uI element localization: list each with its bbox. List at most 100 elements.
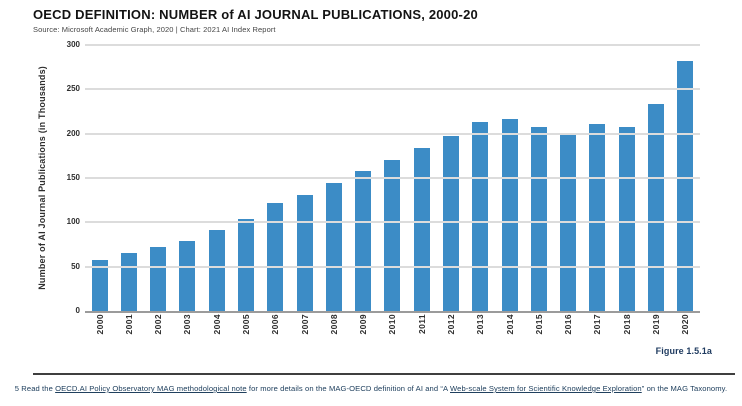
x-tick-2017: 2017 (592, 314, 603, 335)
x-tick-slot-2006: 2006 (261, 314, 290, 348)
bar-2000 (91, 259, 108, 311)
bar-slot-2020 (671, 45, 700, 311)
x-tick-2001: 2001 (123, 314, 134, 335)
figure-label: Figure 1.5.1a (655, 346, 712, 356)
plot-area (85, 44, 700, 313)
x-tick-slot-2009: 2009 (349, 314, 378, 348)
bar-2018 (618, 126, 635, 311)
x-tick-slot-2010: 2010 (378, 314, 407, 348)
y-tick-200: 200 (66, 128, 80, 138)
gridline-200 (85, 132, 700, 135)
y-tick-300: 300 (66, 40, 80, 49)
bar-2007 (296, 194, 313, 311)
bar-2005 (238, 218, 255, 311)
x-tick-slot-2005: 2005 (231, 314, 260, 348)
x-tick-2005: 2005 (241, 314, 252, 335)
bar-slot-2003 (173, 45, 202, 311)
bar-2003 (179, 240, 196, 311)
bar-slot-2011 (407, 45, 436, 311)
bar-2015 (530, 127, 547, 311)
bar-slot-2018 (612, 45, 641, 311)
x-tick-slot-2016: 2016 (554, 314, 583, 348)
bar-slot-2019 (641, 45, 670, 311)
y-axis-title-text: Number of AI Journal Publications (in Th… (37, 66, 47, 290)
x-tick-2013: 2013 (475, 314, 486, 335)
footnote: 5 Read the OECD.AI Policy Observatory MA… (0, 384, 742, 393)
footnote-divider (33, 373, 735, 375)
y-tick-0: 0 (75, 306, 80, 315)
x-tick-2002: 2002 (153, 314, 164, 335)
x-tick-slot-2020: 2020 (671, 314, 700, 348)
bar-slot-2014 (495, 45, 524, 311)
x-tick-2007: 2007 (299, 314, 310, 335)
bar-2010 (384, 160, 401, 311)
x-tick-slot-2004: 2004 (202, 314, 231, 348)
page-title: OECD DEFINITION: NUMBER of AI JOURNAL PU… (33, 7, 478, 22)
bar-2020 (677, 60, 694, 311)
x-tick-slot-2018: 2018 (612, 314, 641, 348)
x-tick-slot-2008: 2008 (319, 314, 348, 348)
gridline-50 (85, 265, 700, 268)
x-tick-slot-2011: 2011 (407, 314, 436, 348)
x-tick-2014: 2014 (504, 314, 515, 335)
y-tick-150: 150 (66, 173, 80, 182)
footnote-text-end: ” on the MAG Taxonomy. (641, 384, 728, 393)
bar-2013 (472, 122, 489, 311)
x-tick-2018: 2018 (621, 314, 632, 335)
bar-slot-2009 (349, 45, 378, 311)
x-tick-slot-2017: 2017 (583, 314, 612, 348)
x-tick-slot-2013: 2013 (466, 314, 495, 348)
bar-2009 (355, 170, 372, 311)
x-tick-slot-2003: 2003 (173, 314, 202, 348)
y-tick-250: 250 (66, 84, 80, 94)
x-tick-2008: 2008 (328, 314, 339, 335)
gridline-250 (85, 88, 700, 91)
x-tick-2010: 2010 (387, 314, 398, 335)
bar-2002 (150, 247, 167, 311)
x-tick-slot-2019: 2019 (641, 314, 670, 348)
bar-slot-2006 (261, 45, 290, 311)
footnote-link-web-scale-system[interactable]: Web-scale System for Scientific Knowledg… (450, 384, 642, 393)
x-tick-2003: 2003 (182, 314, 193, 335)
bar-slot-2017 (583, 45, 612, 311)
x-tick-2011: 2011 (416, 314, 427, 335)
y-tick-labels: 0 50 100 150 200 250 300 (48, 40, 80, 315)
source-line: Source: Microsoft Academic Graph, 2020 |… (33, 25, 276, 34)
x-tick-slot-2012: 2012 (436, 314, 465, 348)
x-tick-slot-2007: 2007 (290, 314, 319, 348)
bar-slot-2010 (378, 45, 407, 311)
bar-slot-2008 (319, 45, 348, 311)
x-tick-2015: 2015 (533, 314, 544, 335)
x-tick-slot-2000: 2000 (85, 314, 114, 348)
x-tick-slot-2015: 2015 (524, 314, 553, 348)
x-tick-2016: 2016 (563, 314, 574, 335)
x-tick-2009: 2009 (358, 314, 369, 335)
bar-2006 (267, 202, 284, 311)
gridline-150 (85, 177, 700, 179)
bar-2011 (413, 147, 430, 311)
bar-2012 (443, 136, 460, 311)
bar-slot-2000 (85, 45, 114, 311)
bar-2008 (325, 183, 342, 311)
gridline-300 (85, 44, 700, 46)
y-axis-title: Number of AI Journal Publications (in Th… (36, 45, 48, 311)
bar-slot-2002 (144, 45, 173, 311)
y-tick-100: 100 (66, 217, 80, 227)
bar-slot-2001 (114, 45, 143, 311)
bar-slot-2013 (466, 45, 495, 311)
footnote-text-start: 5 Read the (14, 384, 56, 393)
x-tick-2020: 2020 (680, 314, 691, 335)
bar-slot-2007 (290, 45, 319, 311)
x-tick-slot-2014: 2014 (495, 314, 524, 348)
bar-2014 (501, 118, 518, 311)
footnote-link-mag-methodological-note[interactable]: OECD.AI Policy Observatory MAG methodolo… (55, 384, 247, 393)
x-tick-2000: 2000 (94, 314, 105, 335)
bar-2004 (208, 230, 225, 311)
x-tick-slot-2002: 2002 (144, 314, 173, 348)
x-tick-2006: 2006 (270, 314, 281, 335)
y-tick-50: 50 (71, 261, 80, 271)
bar-2019 (647, 104, 664, 311)
bar-slot-2004 (202, 45, 231, 311)
bar-slot-2005 (231, 45, 260, 311)
